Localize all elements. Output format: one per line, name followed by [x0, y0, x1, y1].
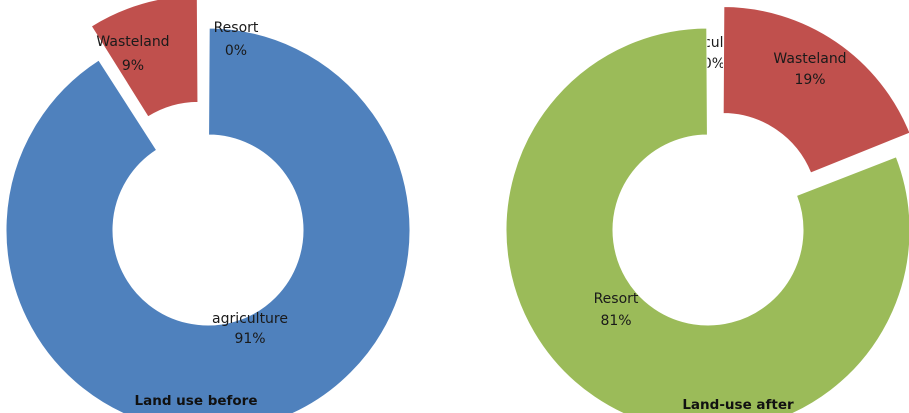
slice-value-wasteland: 19% — [794, 72, 825, 88]
chart-title: Land use before — [135, 393, 258, 409]
slice-agriculture — [5, 27, 411, 413]
slice-label-resort: Resort — [594, 291, 639, 307]
slice-wasteland — [90, 0, 199, 118]
slice-label-wasteland: Wasteland — [96, 34, 169, 50]
chart-land-use-before: agriculture 91% Wasteland 9% Resort 0% Land us… — [5, 0, 411, 413]
slice-value-wasteland: 9% — [122, 58, 144, 74]
chart-title: Land-use after — [682, 397, 794, 413]
slice-wasteland — [722, 5, 909, 174]
slice-value-agriculture: 91% — [234, 331, 265, 347]
slice-label-wasteland: Wasteland — [773, 51, 846, 67]
slice-value-resort: 81% — [600, 313, 631, 329]
slice-resort — [505, 27, 909, 413]
slice-value-agriculture: 0% — [703, 56, 725, 72]
slice-label-agriculture: agriculture — [212, 311, 288, 327]
slice-value-resort: 0% — [225, 43, 247, 59]
slice-label-resort: Resort — [214, 20, 259, 36]
